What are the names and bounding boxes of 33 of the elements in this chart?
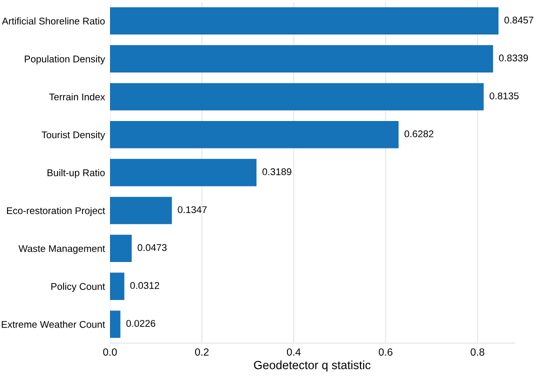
y-tick-label: Eco-restoration Project [7, 206, 106, 216]
x-tick-label: 0.0 [103, 348, 117, 356]
data-label: 0.8457 [504, 16, 534, 24]
y-tick-label: Policy Count [51, 282, 106, 292]
x-axis-title: Geodetector q statistic [254, 360, 371, 372]
y-tick-label: Built-up Ratio [48, 169, 105, 178]
y-tick-label: Terrain Index [49, 93, 106, 100]
bar [110, 83, 484, 110]
bar [110, 272, 124, 300]
bar [110, 121, 399, 148]
data-label: 0.0312 [130, 282, 160, 289]
data-label: 0.3189 [262, 168, 292, 176]
bar [110, 234, 132, 262]
x-tick-label: 0.2 [195, 348, 209, 356]
data-label: 0.8135 [490, 92, 519, 100]
bar [110, 196, 172, 224]
y-tick-label: Waste Management [18, 245, 106, 254]
data-label: 0.1347 [178, 206, 207, 214]
data-label: 0.0226 [126, 320, 156, 327]
bar [110, 158, 256, 186]
x-tick-label: 0.4 [286, 348, 301, 356]
data-label: 0.0473 [138, 244, 167, 252]
bar [110, 45, 494, 72]
x-tick-label: 0.8 [470, 348, 484, 356]
data-label: 0.8339 [499, 54, 528, 62]
y-tick-label: Extreme Weather Count [2, 320, 106, 328]
x-tick-label: 0.6 [378, 348, 392, 356]
bar [110, 310, 120, 338]
y-tick-label: Artificial Shoreline Ratio [2, 17, 105, 25]
y-tick-label: Tourist Density [42, 131, 106, 140]
data-label: 0.6282 [404, 130, 434, 138]
y-tick-label: Population Density [24, 55, 106, 64]
bar [110, 7, 498, 35]
